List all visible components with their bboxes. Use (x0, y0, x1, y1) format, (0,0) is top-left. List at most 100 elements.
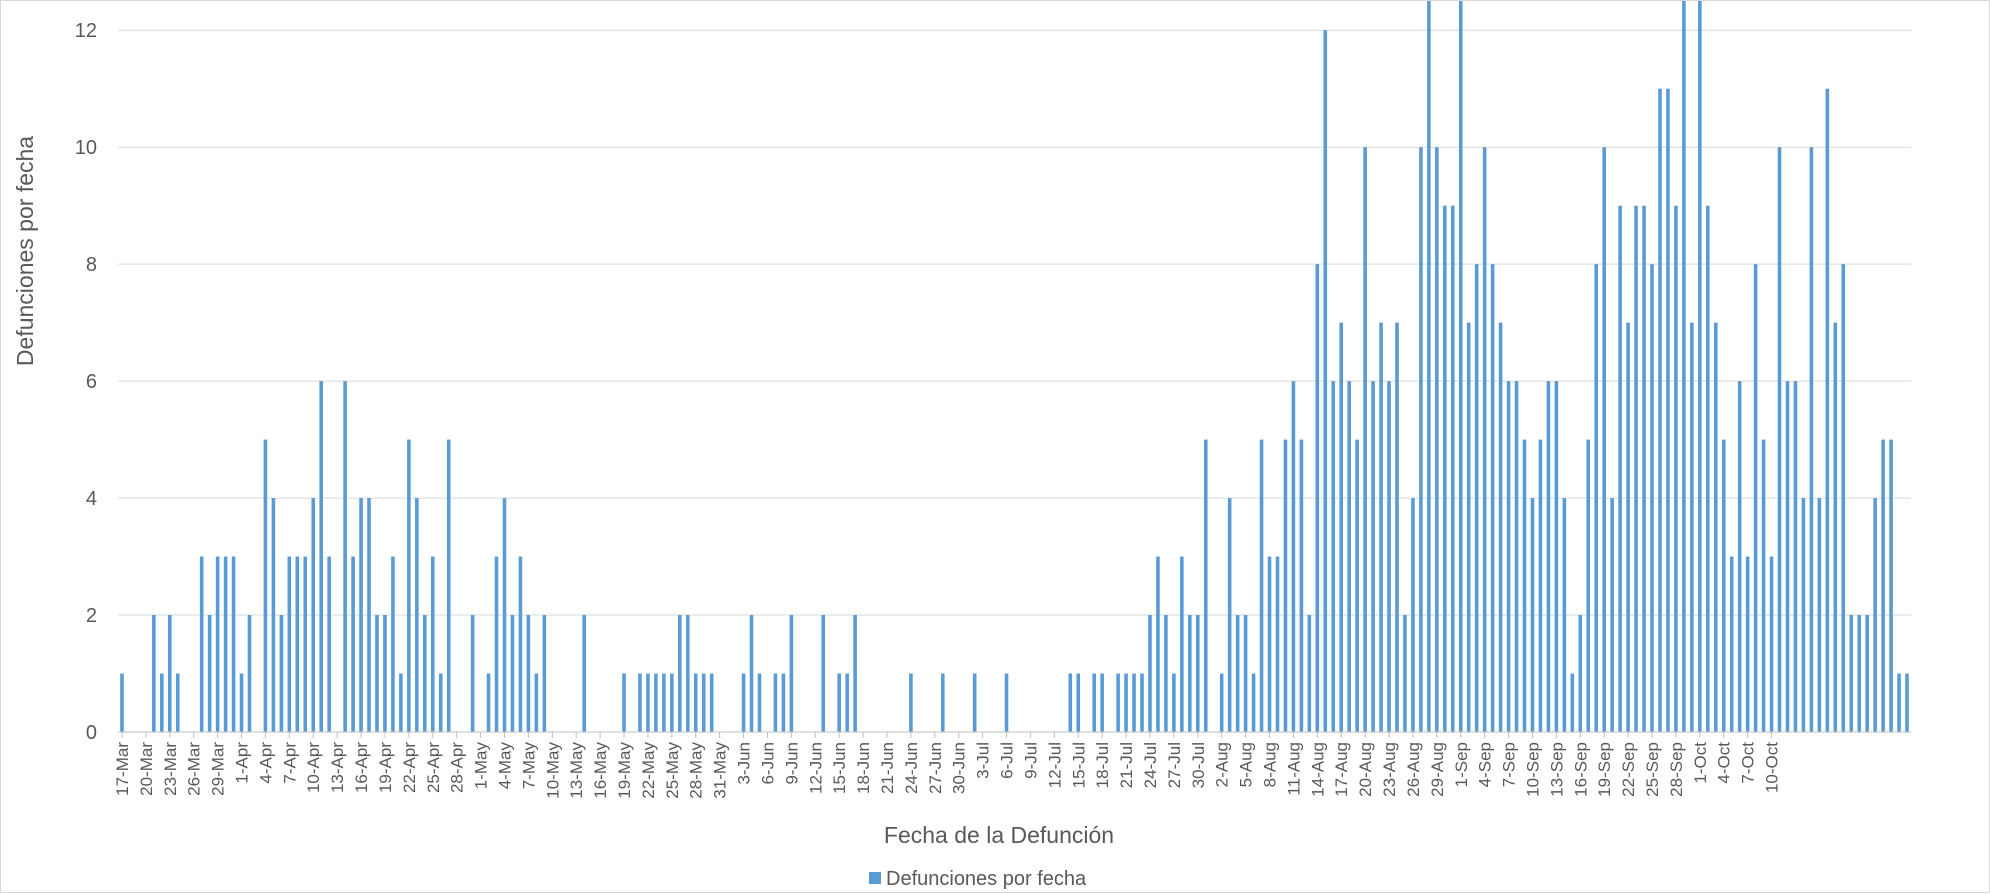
x-tick-label: 4-Oct (1715, 742, 1734, 784)
bar (1857, 615, 1861, 732)
bar (1195, 615, 1200, 732)
bar (1156, 556, 1160, 732)
x-tick-label: 14-Aug (1308, 742, 1327, 797)
x-tick-label: 10-Oct (1763, 742, 1782, 793)
bar (1745, 556, 1750, 732)
x-tick-label: 1-Oct (1691, 742, 1710, 784)
bar (1698, 1, 1702, 732)
bar (446, 439, 451, 732)
x-tick-label: 23-Mar (161, 742, 180, 796)
x-tick-label: 26-Aug (1404, 742, 1423, 797)
x-tick-label: 3-Jul (974, 742, 993, 779)
bar (311, 498, 316, 732)
y-tick-label: 0 (86, 722, 97, 744)
bar (853, 615, 857, 732)
x-tick-label: 1-Sep (1452, 742, 1471, 787)
x-tick-label: 29-Aug (1428, 742, 1447, 797)
bar (415, 498, 419, 732)
bar (1538, 439, 1543, 732)
x-tick-label: 10-Sep (1523, 742, 1542, 797)
y-tick-label: 10 (75, 137, 97, 159)
bar (1482, 147, 1487, 732)
x-tick-label: 31-May (711, 742, 730, 799)
x-tick-label: 21-Jun (878, 742, 897, 794)
x-tick-label: 6-Jun (758, 742, 777, 785)
y-tick-label: 6 (86, 371, 97, 393)
bar (693, 673, 698, 732)
bar (1267, 556, 1272, 732)
bar (343, 381, 347, 732)
bar (247, 615, 252, 732)
bar (1498, 322, 1503, 732)
y-tick-label: 2 (86, 605, 97, 627)
y-tick-label: 8 (86, 254, 97, 276)
bar (972, 673, 977, 732)
bar (470, 615, 475, 732)
x-tick-label: 2-Aug (1213, 742, 1232, 787)
x-tick-label: 10-May (543, 742, 562, 799)
bar (1769, 556, 1774, 732)
bar (215, 556, 220, 732)
x-tick-label: 22-Apr (400, 742, 419, 793)
bar (1562, 498, 1567, 732)
x-axis-title: Fecha de la Defunción (884, 822, 1114, 848)
bar (1227, 498, 1232, 732)
bar (1275, 556, 1280, 732)
bar (1251, 673, 1256, 732)
bar (1690, 322, 1694, 732)
x-tick-label: 24-Jul (1141, 742, 1160, 788)
bar (152, 615, 156, 732)
bar (1291, 381, 1296, 732)
bar (1395, 322, 1399, 732)
legend-label: Defunciones por fecha (886, 868, 1087, 890)
x-tick-label: 26-Mar (185, 742, 204, 796)
bar (120, 673, 124, 732)
x-tick-label: 16-May (591, 742, 610, 799)
bar (1674, 205, 1678, 732)
x-tick-label: 27-Jun (926, 742, 945, 794)
bar (1283, 439, 1288, 732)
x-tick-label: 7-Oct (1739, 742, 1758, 784)
bar (1618, 205, 1622, 732)
x-tick-label: 11-Aug (1284, 742, 1303, 796)
x-tick-label: 10-Apr (304, 742, 323, 793)
bar (168, 615, 172, 732)
gridlines (118, 29, 1911, 616)
bar (1793, 381, 1798, 732)
bar (1729, 556, 1734, 732)
bar (1068, 673, 1073, 732)
bar (1578, 615, 1583, 732)
x-tick-label: 12-Jul (1045, 742, 1064, 788)
bar (1642, 205, 1646, 732)
bar (662, 673, 666, 732)
bar (1833, 322, 1838, 732)
x-tick-label: 9-Jun (782, 742, 801, 785)
bar (789, 615, 794, 732)
x-tick-label: 13-Apr (328, 742, 347, 793)
bar (327, 556, 331, 732)
x-tick-label: 15-Jun (830, 742, 849, 794)
x-tick-label: 16-Apr (352, 742, 371, 793)
bar (685, 615, 690, 732)
bar (1777, 147, 1782, 732)
x-tick-label: 17-Mar (113, 742, 132, 796)
bar (1889, 439, 1893, 732)
bar (1379, 322, 1383, 732)
bar (1219, 673, 1224, 732)
bar (510, 615, 515, 732)
bar (231, 556, 236, 732)
x-tick-label: 25-Sep (1643, 742, 1662, 797)
bar-series (120, 1, 1909, 733)
x-tick-label: 30-Jun (950, 742, 969, 794)
legend: Defunciones por fecha (869, 868, 1087, 890)
bar (1610, 498, 1614, 732)
bar (1259, 439, 1264, 732)
bar (430, 556, 435, 732)
bar (383, 615, 387, 732)
legend-swatch (869, 872, 881, 884)
bar (542, 615, 547, 732)
x-tick-label: 7-Sep (1500, 742, 1519, 787)
bar (1148, 615, 1152, 732)
bar (1427, 1, 1431, 732)
